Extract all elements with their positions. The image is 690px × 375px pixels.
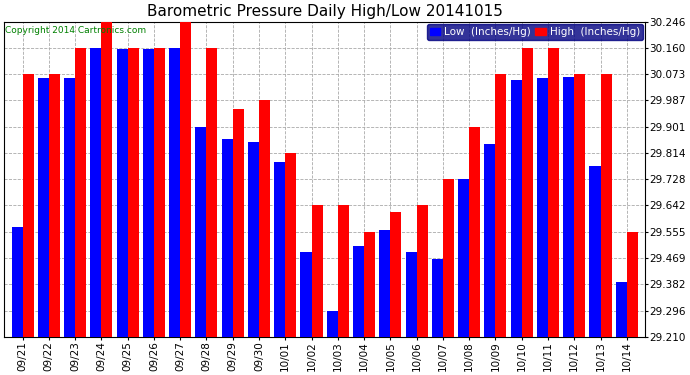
Bar [484,144,495,337]
Bar [563,77,574,337]
Bar [90,48,101,337]
Bar [117,50,128,337]
Bar [432,259,443,337]
Bar [327,310,338,337]
Bar [548,48,559,337]
Bar [338,206,349,337]
Bar [259,100,270,337]
Bar [574,74,585,337]
Bar [417,206,428,337]
Title: Barometric Pressure Daily High/Low 20141015: Barometric Pressure Daily High/Low 20141… [147,4,502,19]
Bar [600,74,611,337]
Bar [23,74,34,337]
Bar [589,166,600,337]
Bar [233,109,244,337]
Bar [469,127,480,337]
Bar [143,50,154,337]
Bar [75,48,86,337]
Bar [406,252,417,337]
Bar [221,139,233,337]
Bar [380,230,391,337]
Bar [64,78,75,337]
Bar [169,48,180,337]
Bar [101,22,112,337]
Bar [443,179,454,337]
Bar [180,22,191,337]
Bar [627,232,638,337]
Bar [311,206,322,337]
Bar [154,48,165,337]
Bar [248,142,259,337]
Bar [522,48,533,337]
Bar [128,48,139,337]
Bar [285,153,296,337]
Bar [274,162,285,337]
Bar [458,178,469,337]
Bar [495,74,506,337]
Text: Copyright 2014 Cartronics.com: Copyright 2014 Cartronics.com [6,27,146,36]
Bar [206,48,217,337]
Bar [615,282,627,337]
Bar [301,252,311,337]
Bar [511,80,522,337]
Bar [353,246,364,337]
Legend: Low  (Inches/Hg), High  (Inches/Hg): Low (Inches/Hg), High (Inches/Hg) [426,24,643,40]
Bar [364,232,375,337]
Bar [195,127,206,337]
Bar [537,78,548,337]
Bar [49,74,60,337]
Bar [12,227,23,337]
Bar [391,212,402,337]
Bar [38,78,49,337]
